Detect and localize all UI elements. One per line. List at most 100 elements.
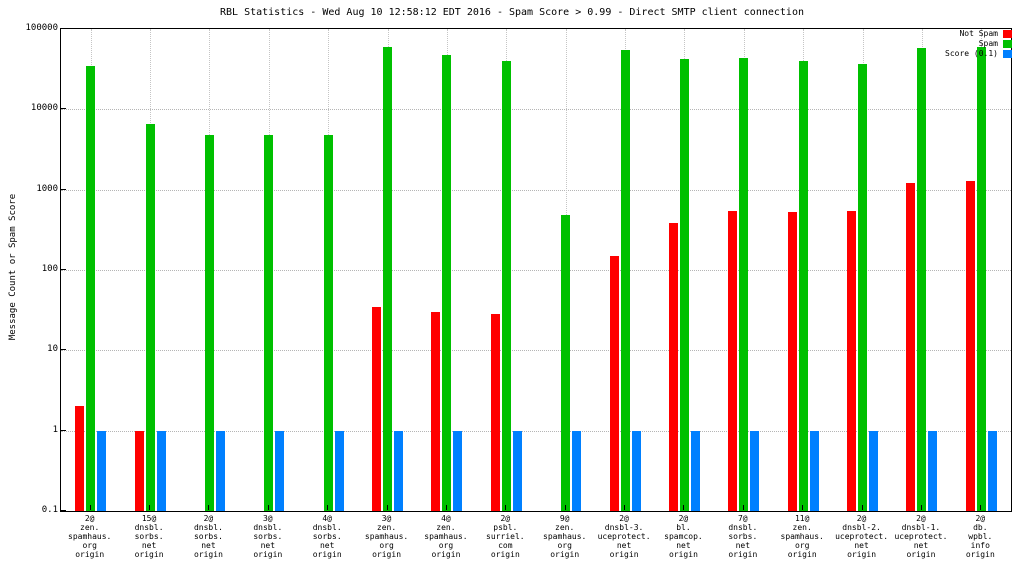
gridline-horizontal [61,350,1011,352]
plot-area [60,28,1012,512]
x-tick-label: 2@ zen. spamhaus. org origin [68,514,112,559]
x-tick-label: 2@ dnsbl-3. uceprotect. net origin [597,514,651,559]
bar-not-spam [668,223,678,511]
y-tick-label: 0.1 [41,505,58,515]
bar-spam [976,46,986,511]
chart-title: RBL Statistics - Wed Aug 10 12:58:12 EDT… [220,7,804,18]
bar-score-0-1- [690,430,700,511]
bar-not-spam [75,406,85,511]
x-tick-label: 2@ psbl. surriel. com origin [486,514,525,559]
bar-not-spam [847,210,857,511]
bar-spam [917,48,927,511]
bar-spam [442,54,452,511]
x-tick-label: 9@ zen. spamhaus. org origin [543,514,587,559]
legend-swatch [1003,49,1012,58]
bar-spam [798,60,808,511]
legend-label: Not Spam [959,29,998,38]
y-tick-mark [61,510,66,511]
x-tick-mark [742,505,744,510]
y-tick-mark [61,188,66,190]
bar-score-0-1- [215,430,225,511]
bar-not-spam [490,314,500,511]
bar-score-0-1- [512,430,522,511]
bar-not-spam [906,183,916,511]
bar-spam [145,124,155,511]
x-tick-mark [445,505,447,510]
bar-score-0-1- [334,430,344,511]
x-tick-label: 3@ dnsbl. sorbs. net origin [253,514,283,559]
x-tick-mark [267,505,269,510]
bar-spam [383,46,393,511]
legend-entry: Spam [945,39,1012,48]
bar-score-0-1- [809,430,819,511]
bar-score-0-1- [572,430,582,511]
x-tick-label: 4@ dnsbl. sorbs. net origin [312,514,342,559]
x-tick-label: 2@ dnsbl-2. uceprotect. net origin [835,514,889,559]
chart-legend: Not Spam Spam Score (0.1) [945,29,1012,59]
legend-swatch [1003,29,1012,38]
bar-not-spam [431,312,441,511]
bar-not-spam [134,430,144,511]
y-tick-label: 1 [52,424,58,435]
y-tick-mark [61,28,66,29]
bar-score-0-1- [928,430,938,511]
x-tick-label: 2@ dnsbl-1. uceprotect. net origin [894,514,948,559]
gridline-horizontal [61,189,1011,191]
bar-spam [204,134,214,511]
bar-score-0-1- [869,430,879,511]
y-tick-mark [61,108,66,110]
bar-spam [86,65,96,511]
bar-score-0-1- [750,430,760,511]
x-tick-mark [327,505,329,510]
x-tick-mark [683,505,685,510]
y-tick-mark [61,429,66,431]
bar-not-spam [728,210,738,511]
bar-score-0-1- [394,430,404,511]
x-tick-label: 3@ zen. spamhaus. org origin [364,514,409,559]
y-tick-label: 10000 [30,103,58,114]
x-tick-mark [89,505,91,510]
legend-entry: Score (0.1) [945,49,1012,58]
bar-spam [620,49,630,511]
x-tick-label: 4@ zen. spamhaus. org origin [424,514,468,559]
x-tick-mark [386,505,388,510]
legend-entry: Not Spam [945,29,1012,38]
gridline-horizontal [61,430,1011,432]
legend-label: Score (0.1) [945,49,998,58]
bar-spam [858,63,868,511]
x-tick-mark [208,505,210,510]
bar-score-0-1- [631,430,641,511]
y-tick-mark [61,349,66,351]
x-tick-mark [920,505,922,510]
bar-score-0-1- [275,430,285,511]
bar-spam [679,59,689,511]
bar-spam [323,134,333,511]
bar-spam [561,215,571,511]
x-tick-label: 2@ dnsbl. sorbs. net origin [193,514,223,559]
gridline-horizontal [61,270,1011,271]
y-tick-label: 1000 [36,183,58,194]
bar-score-0-1- [97,430,107,511]
y-tick-label: 100 [41,264,58,274]
legend-swatch [1003,39,1012,48]
bar-not-spam [787,212,797,511]
x-tick-label: 7@ dnsbl. sorbs. net origin [728,514,758,559]
x-tick-mark [505,505,507,510]
bar-score-0-1- [453,430,463,511]
y-tick-mark [61,269,66,270]
gridline-horizontal [61,109,1011,111]
bar-not-spam [609,255,619,511]
x-tick-mark [861,505,863,510]
x-tick-mark [980,505,982,510]
x-tick-mark [624,505,626,510]
bar-spam [501,60,511,511]
bar-not-spam [372,306,382,511]
bar-spam [264,134,274,511]
x-tick-mark [564,505,566,510]
x-tick-label: 15@ dnsbl. sorbs. net origin [134,514,164,559]
bar-spam [739,58,749,511]
x-tick-label: 11@ zen. spamhaus. org origin [780,514,824,559]
x-tick-mark [149,505,151,510]
legend-label: Spam [978,39,998,48]
